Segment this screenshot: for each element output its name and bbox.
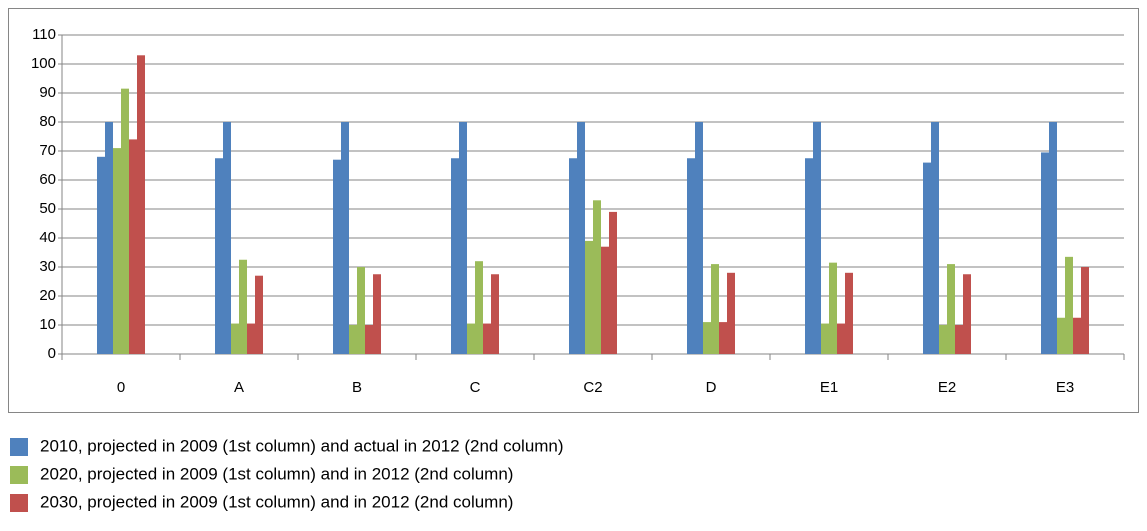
legend-label: 2010, projected in 2009 (1st column) and… bbox=[40, 436, 564, 455]
bar bbox=[609, 211, 617, 354]
bar bbox=[703, 322, 711, 354]
bar bbox=[687, 158, 695, 354]
bar bbox=[231, 323, 239, 354]
legend-swatch bbox=[10, 438, 28, 456]
bar bbox=[373, 274, 381, 354]
bar bbox=[247, 323, 255, 354]
bar bbox=[491, 274, 499, 354]
bar bbox=[829, 262, 837, 354]
bar bbox=[255, 275, 263, 354]
x-tick-label: A bbox=[234, 379, 244, 396]
x-tick-label: 0 bbox=[117, 379, 125, 396]
bar bbox=[593, 200, 601, 354]
bar bbox=[483, 323, 491, 354]
bar bbox=[601, 246, 609, 354]
x-tick-label: D bbox=[706, 379, 717, 396]
y-tick-label: 90 bbox=[39, 84, 56, 101]
y-tick-label: 10 bbox=[39, 316, 56, 333]
bar bbox=[585, 240, 593, 354]
y-tick-label: 80 bbox=[39, 113, 56, 130]
x-tick-label: E1 bbox=[820, 379, 838, 396]
legend-swatch bbox=[10, 494, 28, 512]
y-tick-label: 40 bbox=[39, 229, 56, 246]
legend-label: 2020, projected in 2009 (1st column) and… bbox=[40, 464, 513, 483]
y-tick-label: 50 bbox=[39, 200, 56, 217]
x-tick-label: B bbox=[352, 379, 362, 396]
bar bbox=[923, 162, 931, 354]
bar bbox=[845, 272, 853, 354]
bar bbox=[963, 274, 971, 354]
bar bbox=[805, 158, 813, 354]
bar bbox=[137, 55, 145, 355]
legend-swatch bbox=[10, 466, 28, 484]
y-tick-label: 70 bbox=[39, 142, 56, 159]
bar bbox=[349, 325, 357, 354]
bar bbox=[1081, 267, 1089, 354]
bar bbox=[695, 122, 703, 354]
bar bbox=[121, 88, 129, 355]
bar bbox=[1073, 317, 1081, 354]
bar bbox=[475, 261, 483, 354]
bar bbox=[1065, 256, 1073, 354]
bar bbox=[357, 267, 365, 354]
bar bbox=[333, 159, 341, 354]
bar bbox=[931, 122, 939, 354]
bar bbox=[239, 259, 247, 354]
bar bbox=[719, 322, 727, 354]
bar bbox=[215, 158, 223, 354]
y-tick-label: 60 bbox=[39, 171, 56, 188]
bar bbox=[451, 158, 459, 354]
bar bbox=[459, 122, 467, 354]
bar bbox=[955, 325, 963, 354]
bar bbox=[947, 264, 955, 354]
bar bbox=[813, 122, 821, 354]
bar bbox=[939, 325, 947, 354]
y-tick-label: 30 bbox=[39, 258, 56, 275]
bar bbox=[97, 156, 105, 354]
bar bbox=[1057, 317, 1065, 354]
y-tick-label: 110 bbox=[32, 26, 56, 43]
y-tick-label: 20 bbox=[39, 287, 56, 304]
bar bbox=[1049, 122, 1057, 354]
bar bbox=[223, 122, 231, 354]
bar bbox=[105, 122, 113, 354]
bar bbox=[113, 148, 121, 354]
bar bbox=[727, 272, 735, 354]
bar bbox=[569, 158, 577, 354]
bar bbox=[1041, 152, 1049, 354]
bar bbox=[129, 139, 137, 354]
x-tick-label: C bbox=[470, 379, 481, 396]
bar bbox=[837, 323, 845, 354]
y-tick-label: 0 bbox=[48, 345, 56, 362]
bar bbox=[341, 122, 349, 354]
bar bbox=[577, 122, 585, 354]
x-tick-label: E3 bbox=[1056, 379, 1074, 396]
y-tick-label: 100 bbox=[31, 55, 56, 72]
x-tick-label: C2 bbox=[583, 379, 602, 396]
bar bbox=[711, 264, 719, 354]
bar bbox=[821, 323, 829, 354]
chart-border bbox=[8, 8, 1139, 413]
bar bbox=[365, 325, 373, 354]
x-tick-label: E2 bbox=[938, 379, 956, 396]
bar bbox=[467, 323, 475, 354]
legend-label: 2030, projected in 2009 (1st column) and… bbox=[40, 492, 513, 511]
